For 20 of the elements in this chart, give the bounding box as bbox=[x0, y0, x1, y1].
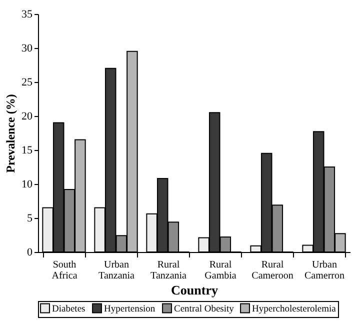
x-tick-label: Rural Cameroon bbox=[252, 260, 294, 282]
x-tick-label: Rural Gambia bbox=[204, 260, 237, 282]
y-tick-label: 15 bbox=[22, 144, 33, 156]
y-tick-label: 5 bbox=[27, 212, 33, 224]
y-tick-label: 35 bbox=[22, 8, 33, 20]
y-axis-title: Prevalence (%) bbox=[4, 94, 18, 173]
x-tick-label: Urban Tanzania bbox=[98, 260, 136, 282]
y-tick-label: 0 bbox=[27, 246, 33, 258]
y-tick-label: 10 bbox=[22, 178, 33, 190]
x-axis-title: Country bbox=[171, 282, 218, 298]
y-tick-label: 25 bbox=[22, 76, 33, 88]
legend-label: Hypertension bbox=[104, 304, 156, 314]
legend-label: Central Obesity bbox=[174, 304, 234, 314]
y-tick-label: 20 bbox=[22, 110, 33, 122]
x-tick-label: South Africa bbox=[52, 260, 78, 282]
x-tick-label: Urban Camerron bbox=[304, 260, 344, 282]
legend-label: Diabetes bbox=[52, 304, 86, 314]
y-tick-label: 30 bbox=[22, 42, 33, 54]
x-tick-label: Rural Tanzania bbox=[150, 260, 188, 282]
legend-label: Hypercholesterolemia bbox=[252, 304, 337, 314]
